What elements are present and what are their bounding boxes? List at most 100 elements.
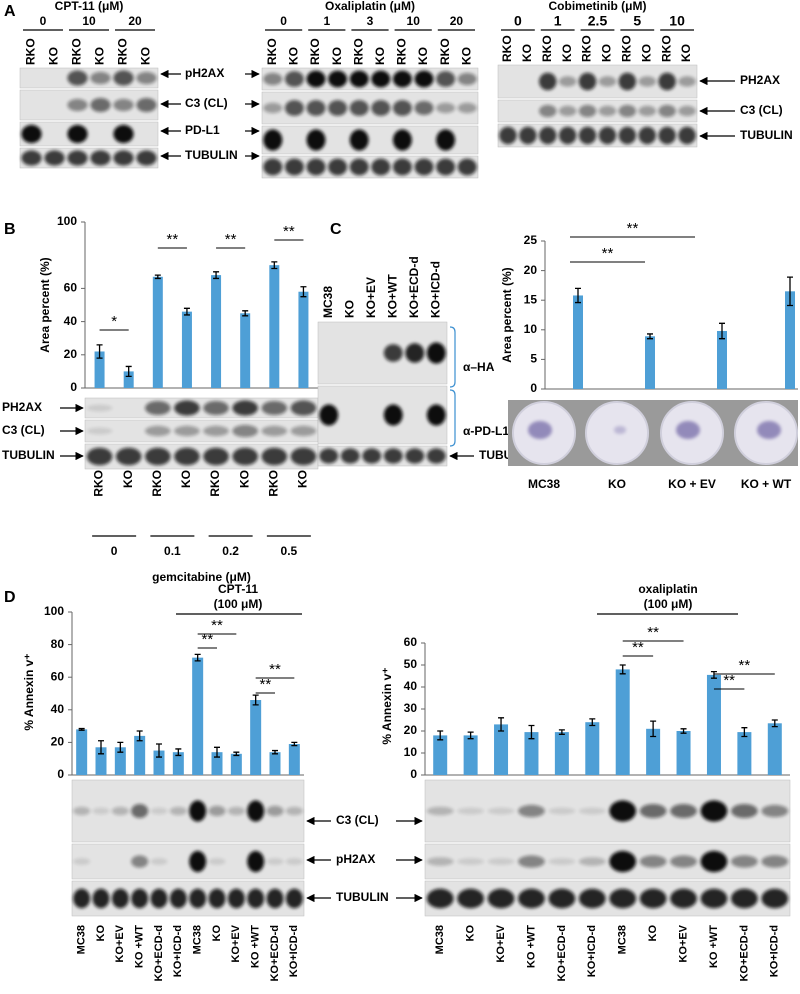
lane-label: KO+EV (677, 924, 689, 962)
band-label: C3 (CL) (740, 103, 783, 117)
band (67, 124, 88, 144)
error-bar (213, 271, 220, 280)
bar (494, 724, 509, 775)
band (670, 804, 697, 818)
band (319, 404, 339, 426)
band (457, 888, 485, 909)
y-tick-label: 50 (404, 657, 418, 671)
band (487, 858, 515, 865)
band (92, 888, 110, 909)
error-bar (647, 333, 653, 340)
error-bar (271, 261, 278, 270)
band (426, 888, 454, 909)
y-tick-label: 100 (57, 214, 77, 228)
band (700, 850, 728, 873)
band (290, 447, 317, 466)
bar (152, 276, 163, 388)
band-label: C3 (CL) (336, 813, 379, 827)
band (208, 888, 226, 909)
lane-label: KO+ICD-d (288, 925, 300, 977)
band (658, 72, 676, 91)
band (111, 806, 129, 816)
band (730, 855, 758, 868)
band (111, 888, 129, 909)
band-label: α–HA (463, 360, 495, 374)
band-label: TUBULIN (2, 448, 55, 462)
band (678, 126, 696, 145)
band (144, 401, 171, 415)
dose-label: 1 (323, 14, 330, 28)
band-label: PD-L1 (185, 123, 220, 137)
band (618, 104, 637, 118)
error-bar (787, 276, 793, 307)
bar (288, 744, 300, 775)
lane-label: KO (330, 47, 344, 65)
band (414, 158, 434, 176)
band (598, 126, 617, 145)
bracket (449, 389, 456, 447)
band (115, 447, 142, 466)
bar (717, 330, 727, 389)
lane-label: KO +WT (250, 925, 262, 968)
band (232, 424, 259, 438)
dose-label: 0 (40, 14, 47, 28)
y-tick-label: 5 (530, 352, 537, 366)
lane-label: KO+ICD-d (769, 925, 781, 977)
lane-label: KO+ICD-d (428, 261, 442, 318)
lane-label: KO (647, 925, 659, 942)
error-bar (300, 286, 307, 298)
band (558, 105, 577, 117)
lane-label: KO (287, 47, 301, 65)
bar (172, 752, 184, 775)
band (67, 98, 88, 112)
dose-label: 10 (669, 13, 685, 29)
band (761, 804, 789, 818)
bar (676, 731, 691, 775)
error-bar (242, 310, 249, 317)
band (67, 150, 88, 166)
band (285, 888, 303, 909)
lane-label: KO+ICD-d (586, 925, 598, 977)
band (639, 804, 667, 818)
lane-label: RKO (92, 470, 106, 497)
band (578, 807, 606, 815)
bar (615, 669, 630, 775)
dose-label: 1 (554, 13, 562, 29)
band (203, 401, 229, 415)
error-bar (575, 287, 581, 304)
y-tick-label: 0 (410, 767, 417, 781)
band (638, 105, 657, 117)
bar (250, 700, 262, 775)
band (457, 158, 477, 176)
band (263, 102, 283, 114)
band (284, 158, 304, 176)
error-bar (710, 670, 717, 679)
panel-label: A (4, 3, 16, 20)
y-tick-label: 20 (404, 723, 418, 737)
band-label: pH2AX (336, 852, 375, 866)
bar (95, 747, 107, 775)
significance-label: ** (283, 223, 295, 240)
y-tick-label: 25 (524, 233, 538, 247)
lane-label: KO+ECD-d (153, 925, 165, 982)
error-bar (233, 751, 240, 757)
band (578, 126, 597, 145)
band-label: pH2AX (185, 66, 224, 80)
band (189, 850, 207, 873)
band (457, 807, 485, 815)
band (67, 70, 88, 86)
band (383, 404, 403, 426)
colony-stain (757, 421, 781, 439)
blot-strip (19, 89, 159, 121)
blot-strip (19, 121, 159, 147)
lane-label: RKO (659, 35, 673, 62)
band (436, 158, 456, 176)
band (383, 448, 403, 464)
band (328, 100, 348, 116)
error-bar (98, 740, 104, 755)
band (639, 855, 667, 868)
band (658, 104, 676, 118)
band (284, 71, 304, 87)
band (285, 858, 303, 865)
